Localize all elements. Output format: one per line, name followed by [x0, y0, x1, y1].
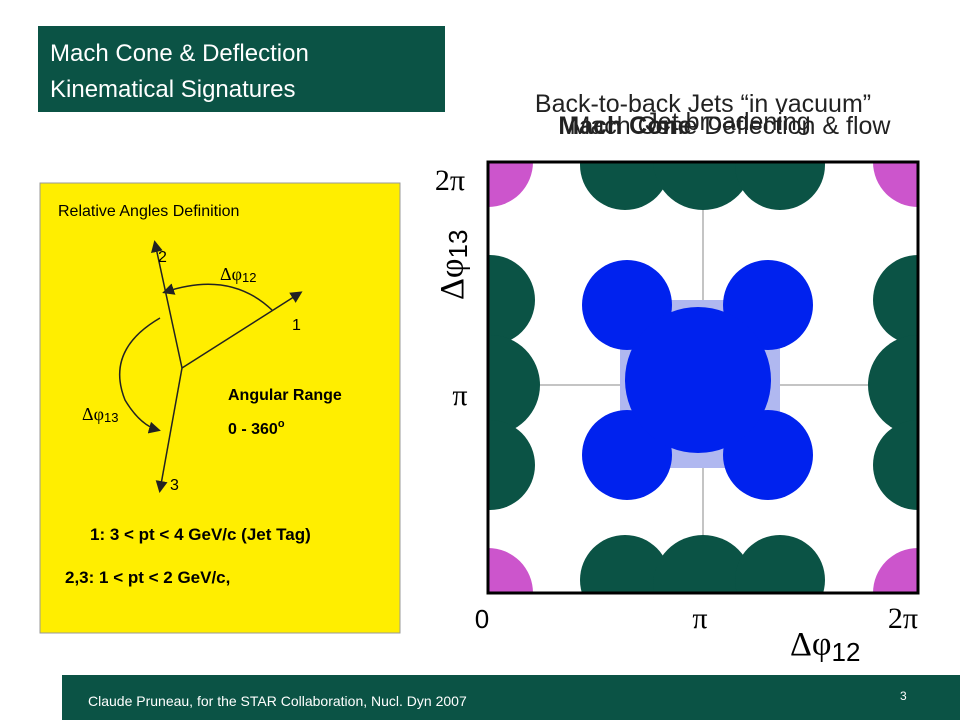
plot-frame [486, 160, 920, 595]
y-tick-label: 2π [435, 164, 465, 197]
plot-title: Back-to-back Jets “in vacuum” [535, 90, 871, 118]
unit: o [278, 418, 285, 430]
footer-credit: Claude Pruneau, for the STAR Collaborati… [88, 693, 467, 709]
y-axis-label: Δφ13 [434, 230, 473, 300]
symbol: Δφ [220, 264, 242, 284]
title-line: Kinematical Signatures [50, 76, 295, 103]
plot-title: Mach Cone [558, 112, 691, 140]
angle-diagram [118, 240, 303, 493]
x-axis-label: Δφ12 [790, 626, 860, 667]
angle-label: Δφ12 [220, 264, 256, 285]
panel [39, 182, 401, 634]
value: 0 - 360 [228, 421, 278, 438]
angle-label: Δφ13 [82, 404, 118, 425]
page-number: 3 [900, 689, 907, 703]
axis-label: 1 [292, 317, 301, 334]
symbol: Δφ [82, 404, 104, 424]
range-title: Angular Range [228, 387, 342, 404]
x-tick-label: 2π [888, 602, 918, 635]
sub: 12 [242, 270, 256, 285]
sub: 12 [832, 637, 861, 667]
symbol: Δφ [790, 626, 832, 663]
axis-label: 3 [170, 477, 179, 494]
cut: 1: 3 < pt < 4 GeV/c (Jet Tag) [90, 525, 311, 544]
title-line: Mach Cone & Deflection [50, 40, 309, 67]
x-tick-label: π [692, 602, 707, 635]
symbol: Δφ [434, 259, 471, 301]
range-value: 0 - 360o [228, 418, 285, 438]
y-tick-label: π [452, 379, 467, 412]
x-tick-label: 0 [475, 604, 489, 634]
plot-title: Jet broadening [645, 108, 810, 136]
footer-bar [62, 675, 960, 720]
sub: 13 [104, 410, 118, 425]
plot-area [488, 162, 918, 593]
plot-title: Mach Cone Deflection & flow [570, 112, 892, 140]
cut: 2,3: 1 < pt < 2 GeV/c, [65, 568, 230, 587]
title-box [38, 26, 445, 112]
panel-heading: Relative Angles Definition [58, 203, 239, 220]
sub: 13 [443, 230, 473, 259]
axis-label: 2 [158, 249, 167, 266]
